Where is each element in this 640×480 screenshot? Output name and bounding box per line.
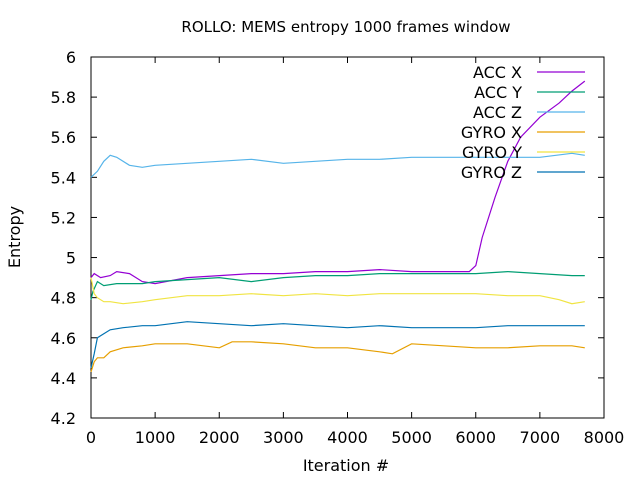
y-tick-label: 5.8 bbox=[51, 88, 76, 107]
x-tick-label: 8000 bbox=[584, 428, 625, 447]
x-tick-label: 4000 bbox=[327, 428, 368, 447]
x-tick-label: 6000 bbox=[455, 428, 496, 447]
x-tick-label: 5000 bbox=[391, 428, 432, 447]
y-tick-label: 5.6 bbox=[51, 128, 76, 147]
y-axis-title: Entropy bbox=[5, 206, 24, 268]
chart-title: ROLLO: MEMS entropy 1000 frames window bbox=[181, 18, 510, 36]
series-line-gyro-z bbox=[90, 321, 585, 369]
x-tick-label: 7000 bbox=[520, 428, 561, 447]
series-line-acc-z bbox=[90, 152, 585, 178]
series-line-acc-x bbox=[90, 80, 586, 285]
y-tick-label: 6 bbox=[66, 48, 76, 67]
y-tick-label: 5 bbox=[66, 249, 76, 268]
x-tick-label: 1000 bbox=[135, 428, 176, 447]
x-tick-label: 2000 bbox=[199, 428, 240, 447]
y-tick-label: 5.2 bbox=[51, 208, 76, 227]
series-line-gyro-y bbox=[90, 277, 585, 305]
x-tick-label: 3000 bbox=[263, 428, 304, 447]
legend-label-acc-y: ACC Y bbox=[474, 83, 522, 102]
legend-label-gyro-z: GYRO Z bbox=[461, 163, 522, 182]
y-tick-label: 5.4 bbox=[51, 168, 76, 187]
y-tick-label: 4.8 bbox=[51, 289, 76, 308]
y-tick-label: 4.2 bbox=[51, 409, 76, 428]
legend-label-gyro-y: GYRO Y bbox=[462, 143, 522, 162]
y-tick-label: 4.6 bbox=[51, 329, 76, 348]
axis-ticks: 0 1000 2000 3000 4000 5000 6000 7000 8000 4.2 4.4 4… bbox=[51, 48, 625, 447]
x-axis-title: Iteration # bbox=[303, 456, 389, 475]
series-line-acc-y bbox=[90, 270, 585, 300]
legend-label-gyro-x: GYRO X bbox=[461, 123, 522, 142]
y-tick-label: 4.4 bbox=[51, 369, 76, 388]
x-tick-label: 0 bbox=[86, 428, 96, 447]
series-lines bbox=[90, 80, 586, 373]
legend-label-acc-x: ACC X bbox=[473, 63, 522, 82]
legend-label-acc-z: ACC Z bbox=[473, 103, 522, 122]
series-line-gyro-x bbox=[90, 341, 585, 373]
plot-frame bbox=[90, 56, 605, 419]
